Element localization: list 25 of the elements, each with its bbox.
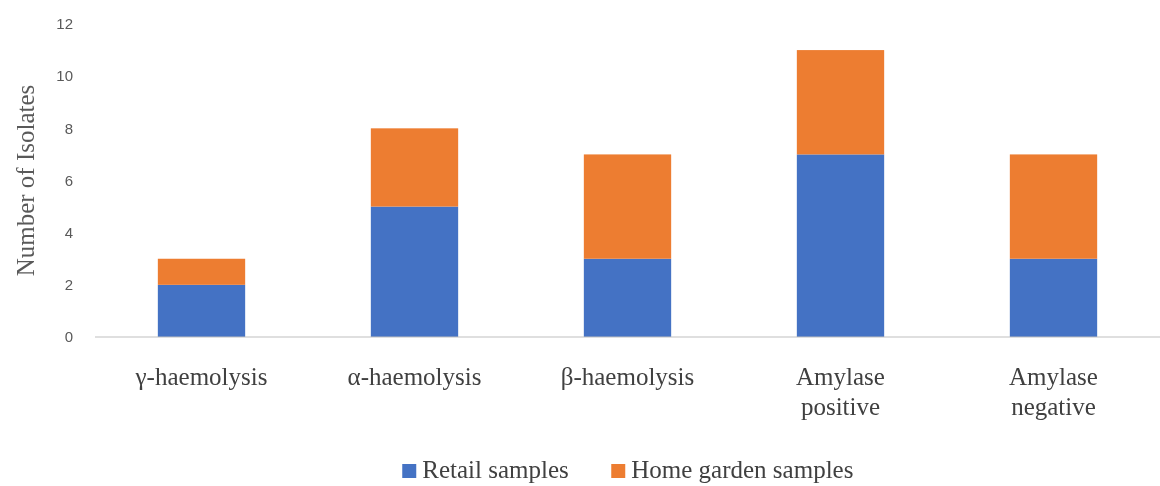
bar [583, 258, 672, 337]
bar [796, 154, 885, 337]
bar [1009, 258, 1098, 337]
legend-label: Home garden samples [631, 456, 854, 483]
y-tick-label: 12 [56, 15, 73, 33]
bar [583, 154, 672, 259]
bar [796, 50, 885, 155]
y-axis-title: Number of Isolates [12, 84, 39, 277]
y-tick-label: 6 [64, 171, 73, 189]
y-tick-label: 10 [56, 67, 73, 85]
bar [157, 258, 246, 285]
bar [370, 206, 459, 337]
bar [1009, 154, 1098, 259]
legend-label: Retail samples [422, 456, 569, 483]
x-tick-label: Amylase positive [796, 363, 885, 420]
bar [370, 128, 459, 207]
x-tick-label: β-haemolysis [560, 363, 695, 390]
y-tick-label: 8 [64, 119, 73, 137]
y-tick-label: 2 [64, 276, 73, 294]
x-tick-label: α-haemolysis [347, 363, 482, 390]
x-tick-label: γ-haemolysis [134, 363, 268, 390]
y-tick-label: 4 [64, 223, 73, 241]
x-tick-label: Amylase negative [1009, 363, 1098, 420]
y-tick-label: 0 [64, 328, 73, 346]
bar [157, 284, 246, 337]
